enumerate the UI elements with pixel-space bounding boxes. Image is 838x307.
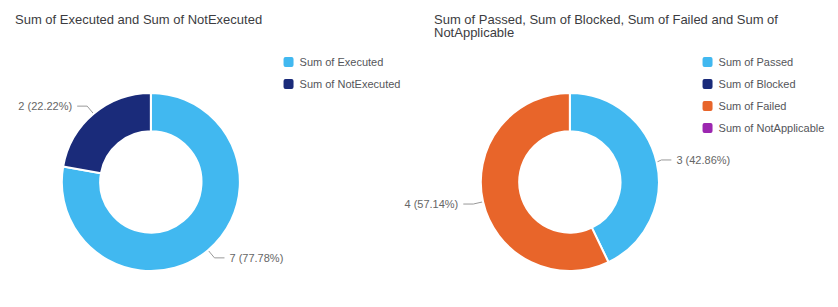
svg-text:2 (22.22%): 2 (22.22%) — [18, 100, 72, 112]
svg-text:7 (77.78%): 7 (77.78%) — [229, 252, 283, 264]
svg-text:Sum of Executed: Sum of Executed — [300, 56, 384, 68]
svg-text:Sum of Failed: Sum of Failed — [719, 100, 787, 112]
svg-text:Sum of Executed and Sum of Not: Sum of Executed and Sum of NotExecuted — [15, 12, 262, 27]
svg-text:Sum of NotExecuted: Sum of NotExecuted — [300, 78, 401, 90]
svg-text:Sum of Passed: Sum of Passed — [719, 56, 794, 68]
svg-text:NotApplicable: NotApplicable — [434, 25, 514, 40]
svg-text:3 (42.86%): 3 (42.86%) — [676, 154, 730, 166]
svg-text:Sum of Passed, Sum of Blocked,: Sum of Passed, Sum of Blocked, Sum of Fa… — [434, 12, 782, 27]
svg-text:Sum of NotApplicable: Sum of NotApplicable — [719, 122, 825, 134]
svg-text:Sum of Blocked: Sum of Blocked — [719, 78, 796, 90]
svg-text:4 (57.14%): 4 (57.14%) — [404, 198, 458, 210]
